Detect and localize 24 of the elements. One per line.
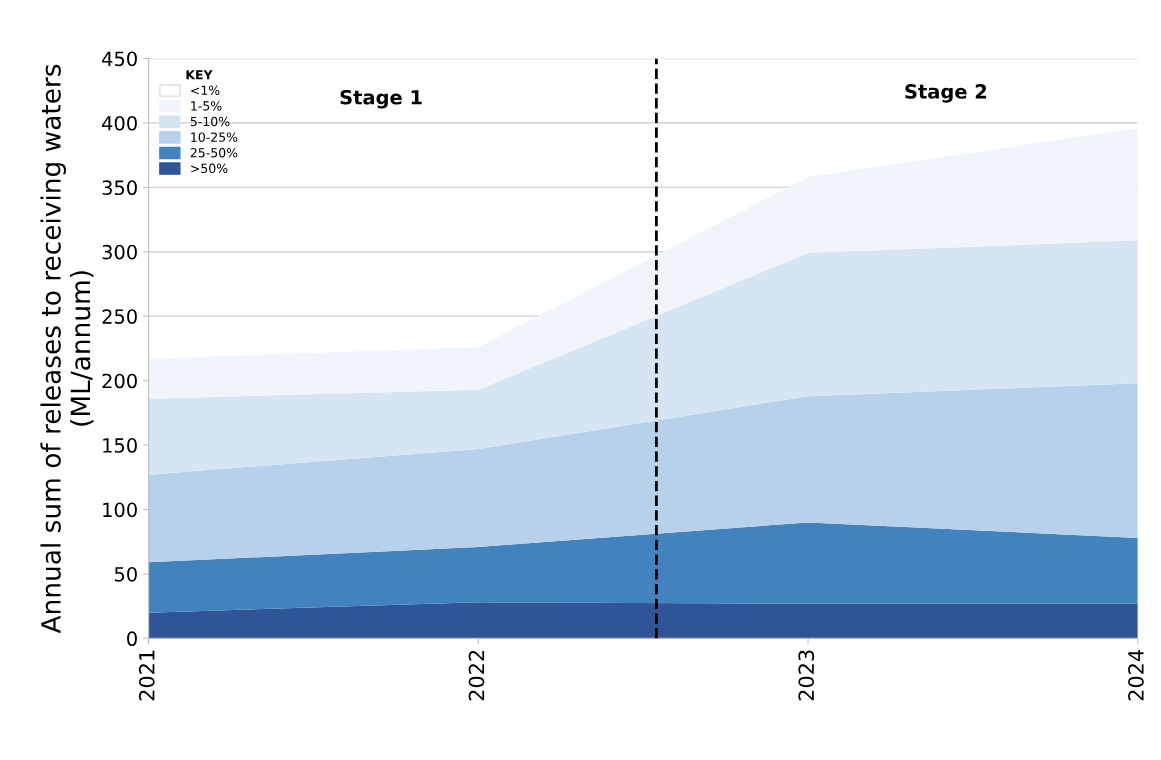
- x-tick-label: 2021: [138, 650, 155, 701]
- legend-label: 25-50%: [190, 147, 238, 158]
- y-tick-label: 0: [127, 631, 137, 647]
- y-tick-label: 400: [102, 115, 137, 131]
- x-tick-label: 2023: [798, 650, 815, 701]
- y-tick-label: 50: [114, 566, 137, 582]
- y-axis-title: Annual sum of releases to receiving waters (ML/annum): [40, 64, 94, 634]
- legend-title: KEY: [186, 70, 213, 80]
- legend-label: 5-10%: [190, 116, 230, 127]
- legend-label: 10-25%: [191, 132, 238, 142]
- y-tick-label: 150: [103, 438, 137, 453]
- legend-label: <1%: [191, 85, 220, 96]
- legend-label: >50%: [191, 163, 228, 174]
- y-tick-label: 200: [102, 373, 137, 389]
- x-tick-label: 2024: [1128, 649, 1144, 701]
- y-tick-label: 100: [103, 502, 137, 518]
- y-tick-label: 250: [102, 309, 137, 324]
- annotation: Stage 2: [905, 84, 987, 103]
- y-tick-label: 450: [102, 51, 137, 67]
- y-tick-label: 350: [102, 180, 137, 196]
- x-tick-label: 2022: [468, 650, 485, 701]
- legend-label: 1-5%: [191, 101, 222, 111]
- y-tick-label: 300: [102, 244, 137, 260]
- annotation: Stage 1: [340, 89, 422, 109]
